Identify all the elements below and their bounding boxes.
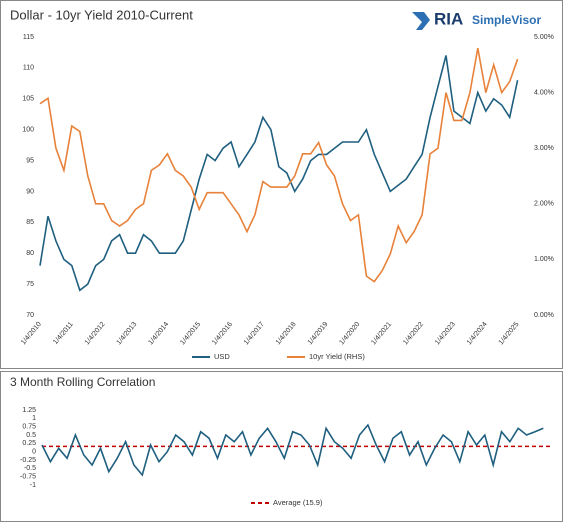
logo: RIA SimpleVisor — [412, 9, 541, 30]
y-tick-label: 70 — [26, 312, 34, 319]
series-line — [41, 423, 544, 477]
y-tick-label: 1.25 — [22, 407, 36, 414]
y-tick-label: 0 — [32, 449, 36, 456]
x-tick-label: 1/4/2019 — [307, 321, 330, 346]
y-tick-label: -0.5 — [24, 465, 36, 472]
x-tick-label: 1/4/2010 — [20, 321, 43, 346]
y-tick-label: 85 — [26, 219, 34, 226]
y-tick-label: 100 — [22, 127, 34, 134]
y-tick-label: 95 — [26, 157, 34, 164]
chart-title: Dollar - 10yr Yield 2010-Current — [10, 7, 193, 22]
x-tick-label: 1/4/2011 — [52, 321, 75, 346]
bottom-panel-frame — [0, 371, 563, 522]
x-tick-label: 1/4/2018 — [275, 321, 298, 346]
y2-tick-label: 4.00% — [534, 89, 554, 96]
x-tick-label: 1/4/2022 — [402, 321, 425, 346]
x-tick-label: 1/4/2013 — [116, 321, 139, 346]
y-tick-label: -0.25 — [20, 457, 36, 464]
x-tick-label: 1/4/2016 — [211, 321, 234, 346]
series-line — [39, 47, 519, 283]
y-tick-label: 110 — [23, 65, 34, 72]
legend-label: 10yr Yield (RHS) — [309, 352, 365, 361]
y-tick-label: -0.75 — [20, 474, 36, 481]
legend-label: USD — [214, 352, 230, 361]
y2-tick-label: 5.00% — [534, 34, 554, 41]
y2-tick-label: 3.00% — [534, 145, 554, 152]
y-tick-label: 80 — [26, 250, 34, 257]
chart-title: 3 Month Rolling Correlation — [10, 375, 155, 389]
y-tick-label: 115 — [23, 34, 34, 41]
logo-icon — [412, 12, 430, 30]
x-tick-label: 1/4/2012 — [84, 321, 107, 346]
x-tick-label: 1/4/2025 — [498, 321, 521, 346]
x-tick-label: 1/4/2014 — [147, 321, 170, 346]
top-panel-frame — [0, 0, 563, 369]
legend-label: Average (15.9) — [273, 498, 323, 507]
x-tick-label: 1/4/2023 — [434, 321, 457, 346]
y2-tick-label: 1.00% — [534, 256, 554, 263]
x-tick-label: 1/4/2020 — [338, 321, 361, 346]
y-tick-label: -1 — [30, 482, 36, 489]
y2-tick-label: 2.00% — [534, 201, 554, 208]
y-tick-label: 0.25 — [22, 440, 36, 447]
x-tick-label: 1/4/2024 — [466, 321, 489, 346]
y-tick-label: 75 — [26, 281, 34, 288]
logo-brand: RIA — [434, 9, 463, 28]
y-tick-label: 105 — [22, 96, 34, 103]
x-tick-label: 1/4/2021 — [370, 321, 393, 346]
x-tick-label: 1/4/2017 — [243, 321, 266, 346]
y-tick-label: 1 — [32, 415, 36, 422]
logo-product: SimpleVisor — [472, 13, 541, 27]
x-tick-label: 1/4/2015 — [179, 321, 202, 346]
series-line — [39, 55, 519, 292]
y-tick-label: 0.5 — [26, 432, 36, 439]
y2-tick-label: 0.00% — [534, 312, 554, 319]
y-tick-label: 0.75 — [22, 424, 36, 431]
y-tick-label: 90 — [26, 188, 34, 195]
